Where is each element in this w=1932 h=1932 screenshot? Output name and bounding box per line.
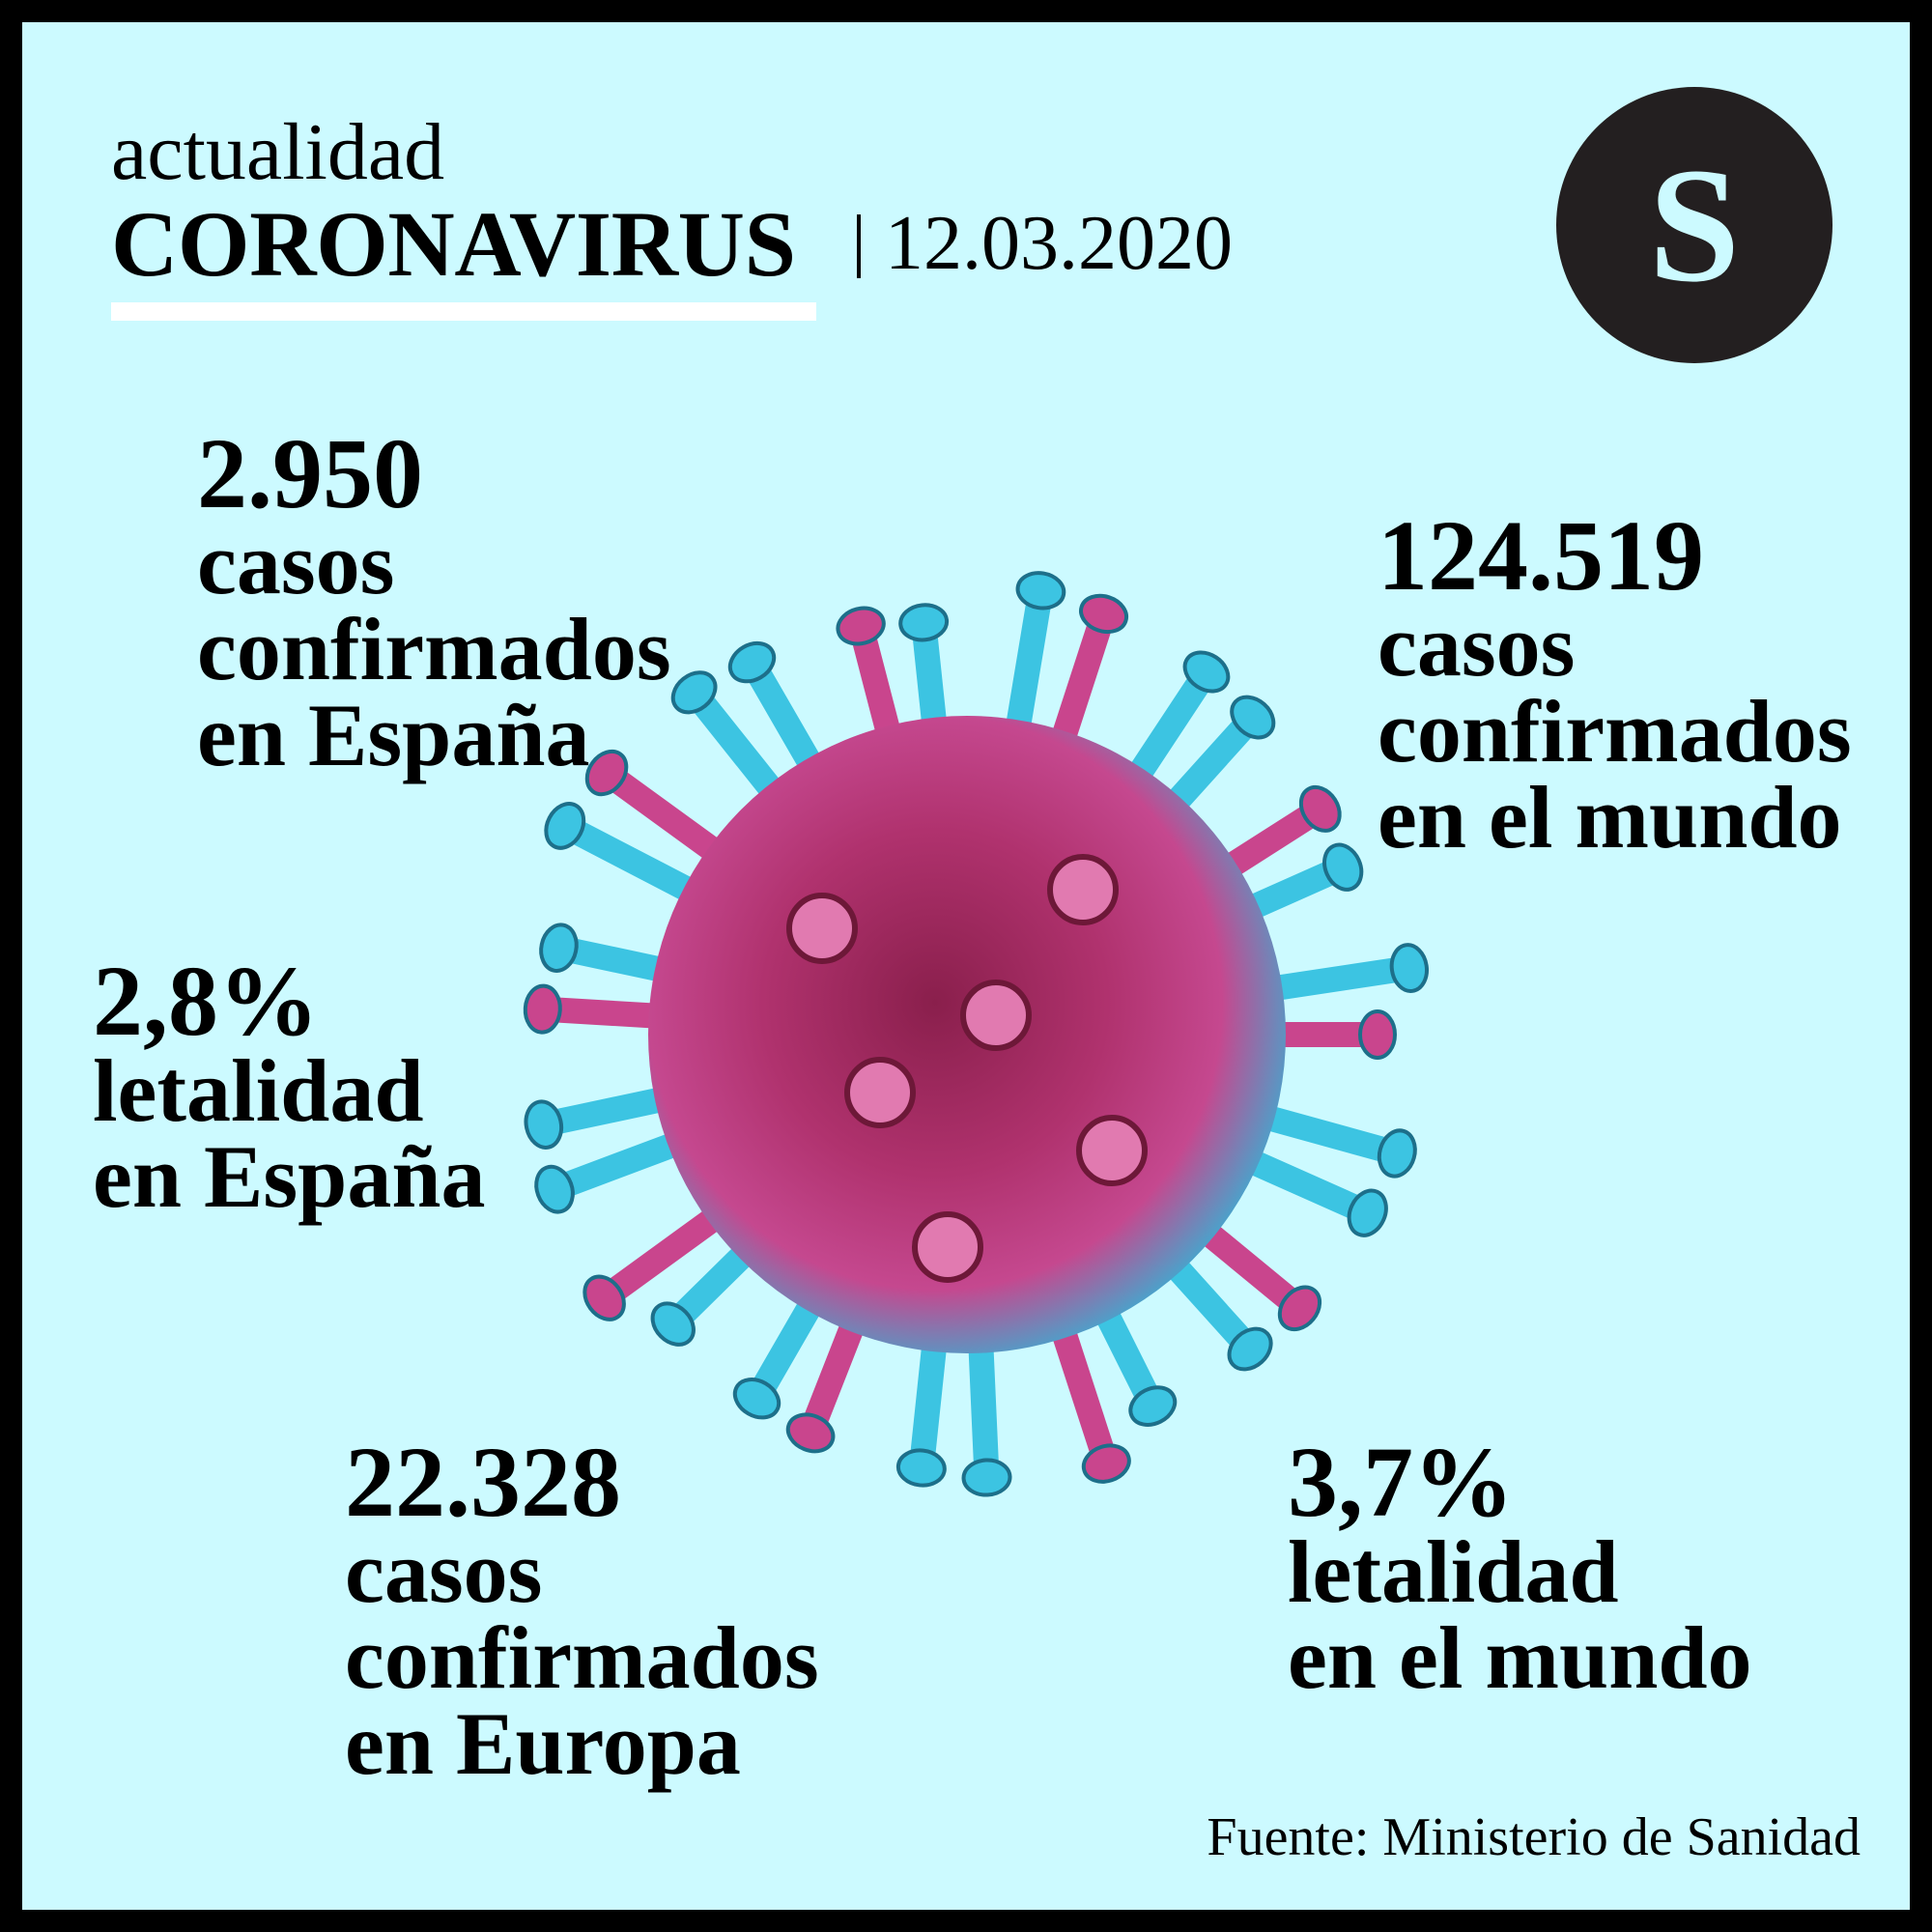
virus-spike-head: [1298, 784, 1342, 833]
virus-spike: [744, 1281, 830, 1411]
virus-spike-head: [1347, 1188, 1388, 1237]
stat-label: en Europa: [345, 1694, 741, 1793]
stat-label: casos: [197, 514, 394, 612]
virus-spike-head: [670, 670, 718, 715]
virus-spike-head: [650, 1301, 696, 1347]
virus-spike: [1046, 601, 1117, 763]
virus-spike: [1250, 955, 1422, 1003]
virus-spike: [530, 1084, 687, 1138]
virus-spike-head: [534, 1164, 575, 1214]
date: 12.03.2020: [885, 201, 1233, 286]
stat-label: confirmados: [197, 600, 671, 698]
virus-spike-head: [1015, 571, 1066, 611]
virus-spike: [1228, 1144, 1380, 1226]
virus-spike-head: [584, 749, 629, 797]
virus-spike-head: [1277, 1285, 1322, 1332]
stat-value: 3,7%: [1288, 1427, 1514, 1538]
virus-spike: [1185, 1211, 1313, 1321]
virus-spike: [1242, 1101, 1410, 1166]
virus-spike-head: [1358, 1009, 1397, 1060]
stat-label: en España: [93, 1127, 486, 1226]
stat-label: letalidad: [1288, 1522, 1618, 1621]
virus-spike-head: [1081, 1443, 1131, 1484]
virus-pore: [912, 1211, 983, 1283]
virus-pore: [844, 1057, 916, 1128]
virus-spike: [594, 760, 738, 871]
virus-spike: [1154, 704, 1265, 825]
virus-spike-head: [582, 1274, 626, 1321]
virus-spike-head: [544, 802, 586, 850]
virus-spike-head: [1227, 1326, 1273, 1372]
stat-label: en el mundo: [1288, 1608, 1752, 1707]
virus-spike: [848, 613, 905, 757]
stat-label: confirmados: [345, 1608, 819, 1707]
virus-illustration: [523, 571, 1429, 1497]
title: CORONAVIRUS: [111, 192, 802, 296]
stat-value: 124.519: [1378, 500, 1704, 611]
virus-spike: [1207, 796, 1333, 887]
logo: S: [1649, 134, 1741, 316]
virus-spike-head: [1128, 1385, 1178, 1427]
virus-spike-head: [1230, 695, 1276, 740]
stat-label: letalidad: [93, 1041, 423, 1140]
virus-spike: [1154, 1244, 1264, 1362]
virus-spike: [1046, 1306, 1120, 1477]
virus-spike: [967, 1321, 1000, 1491]
virus-pore: [1076, 1115, 1148, 1186]
section-label: actualidad: [111, 107, 444, 197]
virus-spike-head: [961, 1458, 1012, 1497]
virus-spike-head: [727, 640, 777, 684]
virus-pore: [960, 980, 1032, 1051]
stat-value: 2,8%: [93, 946, 319, 1057]
virus-spike-head: [836, 606, 886, 646]
virus-spike: [1119, 659, 1219, 798]
stat-label: en el mundo: [1378, 768, 1842, 867]
virus-spike: [1003, 578, 1054, 753]
virus-spike: [798, 1300, 870, 1446]
virus-spike: [552, 812, 714, 910]
virus-spike: [529, 996, 681, 1030]
stat-label: confirmados: [1378, 682, 1852, 781]
virus-pore: [1047, 854, 1119, 925]
virus-spike-head: [539, 923, 579, 973]
virus-spike: [908, 1320, 949, 1481]
virus-spike-head: [1182, 650, 1231, 694]
virus-spike-head: [785, 1412, 836, 1454]
virus-spike: [546, 935, 687, 985]
virus-spike-head: [1377, 1128, 1417, 1179]
virus-spike-head: [732, 1378, 781, 1420]
virus-spike-head: [1389, 943, 1429, 993]
stat-label: en España: [197, 686, 590, 784]
title-underline: [111, 302, 816, 321]
virus-spike-head: [1079, 593, 1129, 635]
virus-pore: [786, 893, 858, 964]
virus-spike-head: [1322, 842, 1364, 892]
virus-spike: [739, 649, 830, 788]
virus-spike-head: [523, 983, 562, 1035]
logo-circle: [1556, 87, 1833, 363]
virus-spike-head: [524, 1099, 564, 1150]
virus-spike: [591, 1198, 738, 1311]
virus-spike: [542, 1126, 699, 1203]
virus-spike: [681, 679, 793, 813]
stat-label: casos: [345, 1522, 542, 1621]
virus-spike-head: [895, 1448, 947, 1488]
stat-value: 22.328: [345, 1427, 621, 1538]
stat-value: 2.950: [197, 418, 423, 529]
virus-spike-head: [898, 603, 950, 642]
stat-label: casos: [1378, 596, 1575, 695]
source: Fuente: Ministerio de Sanidad: [1207, 1807, 1861, 1867]
